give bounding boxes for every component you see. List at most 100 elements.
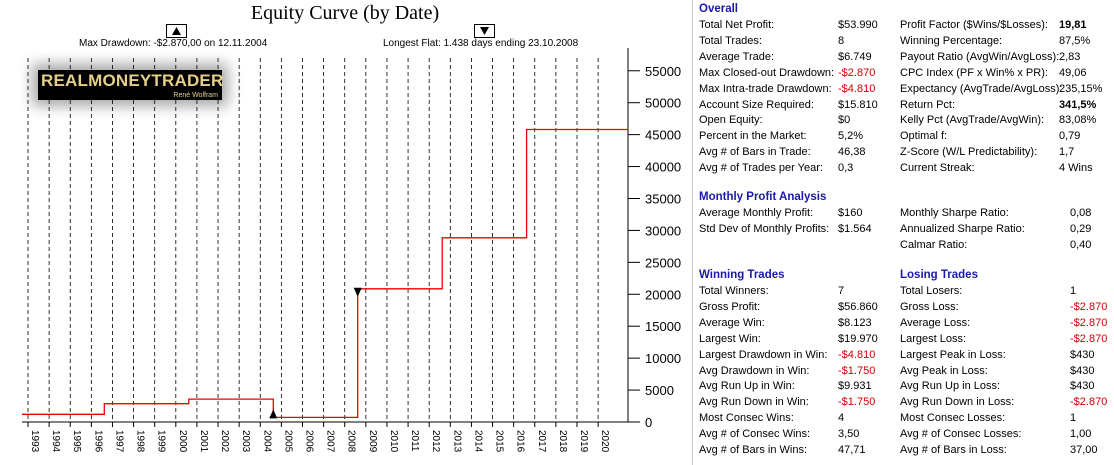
overall-right-9-value: 4 Wins <box>1059 162 1093 175</box>
x-tick-label: 2011 <box>409 430 420 452</box>
x-tick-label: 1995 <box>71 430 82 453</box>
overall-right-2-label: Payout Ratio (AvgWin/AvgLoss): <box>900 50 1060 63</box>
winning-6-label: Avg Run Up in Win: <box>699 380 795 393</box>
losing-8-value: 1 <box>1070 412 1077 425</box>
winning-5-value: -$1.750 <box>838 364 876 377</box>
losing-6-label: Avg Run Up in Loss: <box>900 380 1001 393</box>
x-tick-label: 2017 <box>536 430 547 453</box>
x-tick-label: 1996 <box>92 430 103 453</box>
monthly-right-0-value: 0,08 <box>1070 207 1092 219</box>
x-tick-label: 2018 <box>557 430 568 453</box>
overall-left-5-label: Account Size Required: <box>699 98 814 111</box>
overall-left-2-value: $6.749 <box>838 50 872 63</box>
y-tick-label: 55000 <box>645 64 681 79</box>
overall-left-8-value: 46,38 <box>838 146 866 159</box>
x-axis-ticks: 1993 1994 1995 1996 1997 1998 1999 2000 2001 2002… <box>27 422 610 453</box>
overall-right-2-value: 2,83 <box>1059 50 1081 63</box>
overall-left-6-label: Open Equity: <box>699 114 763 127</box>
x-tick-label: 2005 <box>282 430 293 453</box>
overall-left-0-value: $53.990 <box>838 19 878 31</box>
x-tick-label: 2019 <box>578 430 589 453</box>
overall-left-1-label: Total Trades: <box>699 34 762 47</box>
losing-7-label: Avg Run Down in Loss: <box>900 396 1015 409</box>
overall-right-1-label: Winning Percentage: <box>900 34 1003 47</box>
y-tick-label: 50000 <box>645 96 681 111</box>
winning-3-label: Largest Win: <box>699 332 761 345</box>
winning-1-value: $56.860 <box>838 300 878 313</box>
winning-2-label: Average Win: <box>699 316 765 329</box>
overall-left-8-label: Avg # of Bars in Trade: <box>699 146 811 159</box>
overall-right-5-label: Return Pct: <box>900 98 956 111</box>
monthly-right-2-value: 0,40 <box>1070 239 1092 251</box>
losing-2-value: -$2.870 <box>1070 316 1108 329</box>
losing-0-label: Total Losers: <box>900 285 963 297</box>
x-tick-label: 2000 <box>177 430 188 453</box>
series-layer <box>22 128 628 419</box>
losing-0-value: 1 <box>1070 285 1077 297</box>
overall-left-3-label: Max Closed-out Drawdown: <box>699 66 835 79</box>
monthly-right-2-label: Calmar Ratio: <box>900 239 968 251</box>
x-tick-label: 2007 <box>325 430 336 453</box>
monthly-left-0-label: Average Monthly Profit: <box>699 207 814 219</box>
x-tick-label: 2013 <box>451 430 462 453</box>
realmoneytrader-logo: REALMONEYTRADER René Wolfram <box>38 70 223 100</box>
overall-right-0-label: Profit Factor ($Wins/$Losses): <box>900 19 1048 31</box>
overall-right-6-label: Kelly Pct (AvgTrade/AvgWin): <box>900 114 1045 127</box>
winning-9-label: Avg # of Consec Wins: <box>699 428 811 441</box>
monthly-right-1-value: 0,29 <box>1070 223 1092 235</box>
winning-4-value: -$4.810 <box>838 348 876 361</box>
losing-trades-header: Losing Trades <box>900 269 978 281</box>
winning-10-label: Avg # of Bars in Wins: <box>699 444 808 456</box>
losing-1-label: Gross Loss: <box>900 300 959 313</box>
equity-series-line <box>22 128 628 419</box>
losing-7-value: -$2.870 <box>1070 396 1108 409</box>
winning-0-value: 7 <box>838 285 845 297</box>
overall-right-6-value: 83,08% <box>1059 114 1097 127</box>
x-tick-label: 2016 <box>515 430 526 453</box>
x-tick-label: 1993 <box>29 430 40 453</box>
x-tick-label: 1998 <box>135 430 146 453</box>
longest-flat-annotation: Longest Flat: 1.438 days ending 23.10.20… <box>383 38 579 49</box>
overall-right-4-label: Expectancy (AvgTrade/AvgLoss): <box>900 82 1063 95</box>
overall-left-2-label: Average Trade: <box>699 50 775 63</box>
y-tick-label: 45000 <box>645 128 681 143</box>
x-tick-label: 2015 <box>494 430 505 453</box>
winning-4-label: Largest Drawdown in Win: <box>699 348 828 361</box>
y-axis-ticks: 0 5000 10000 15000 20000 25000 30000 35000 40000… <box>628 64 681 430</box>
overall-left-4-value: -$4.810 <box>838 82 876 95</box>
y-tick-label: 20000 <box>645 287 681 302</box>
losing-10-label: Avg # of Bars in Loss: <box>900 444 1007 456</box>
overall-left-7-value: 5,2% <box>838 130 864 143</box>
winning-8-label: Most Consec Wins: <box>699 412 794 425</box>
flat-end-marker <box>353 287 362 297</box>
losing-10-value: 37,00 <box>1070 444 1098 456</box>
flat-marker-icon <box>474 24 495 38</box>
overall-right-0-value: 19,81 <box>1059 19 1087 31</box>
x-tick-label: 2010 <box>388 430 399 453</box>
losing-5-value: $430 <box>1070 364 1095 377</box>
losing-4-value: $430 <box>1070 348 1095 361</box>
x-tick-label: 2012 <box>430 430 441 453</box>
monthly-right-0-label: Monthly Sharpe Ratio: <box>900 207 1009 219</box>
losing-3-label: Largest Loss: <box>900 332 967 345</box>
monthly-left-1-value: $1.564 <box>838 223 872 235</box>
winning-7-label: Avg Run Down in Win: <box>699 396 809 409</box>
monthly-left-1-label: Std Dev of Monthly Profits: <box>699 223 830 235</box>
axes <box>22 48 629 423</box>
winning-3-value: $19.970 <box>838 332 878 345</box>
overall-right-7-value: 0,79 <box>1059 130 1081 143</box>
overall-right-3-label: CPC Index (PF x Win% x PR): <box>900 66 1048 79</box>
y-tick-label: 5000 <box>645 383 674 398</box>
marker-layer <box>269 287 362 419</box>
x-tick-label: 2001 <box>198 430 209 453</box>
y-tick-label: 0 <box>645 415 652 430</box>
x-tick-label: 2002 <box>219 430 230 453</box>
x-tick-label: 2008 <box>346 430 357 453</box>
y-tick-label: 10000 <box>645 351 681 366</box>
monthly-left-0-value: $160 <box>838 207 863 219</box>
overall-left-7-label: Percent in the Market: <box>699 130 807 143</box>
losing-4-label: Largest Peak in Loss: <box>900 348 1006 361</box>
grid-lines <box>27 58 599 422</box>
losing-9-value: 1,00 <box>1070 428 1092 441</box>
overall-left-1-value: 8 <box>838 34 845 47</box>
